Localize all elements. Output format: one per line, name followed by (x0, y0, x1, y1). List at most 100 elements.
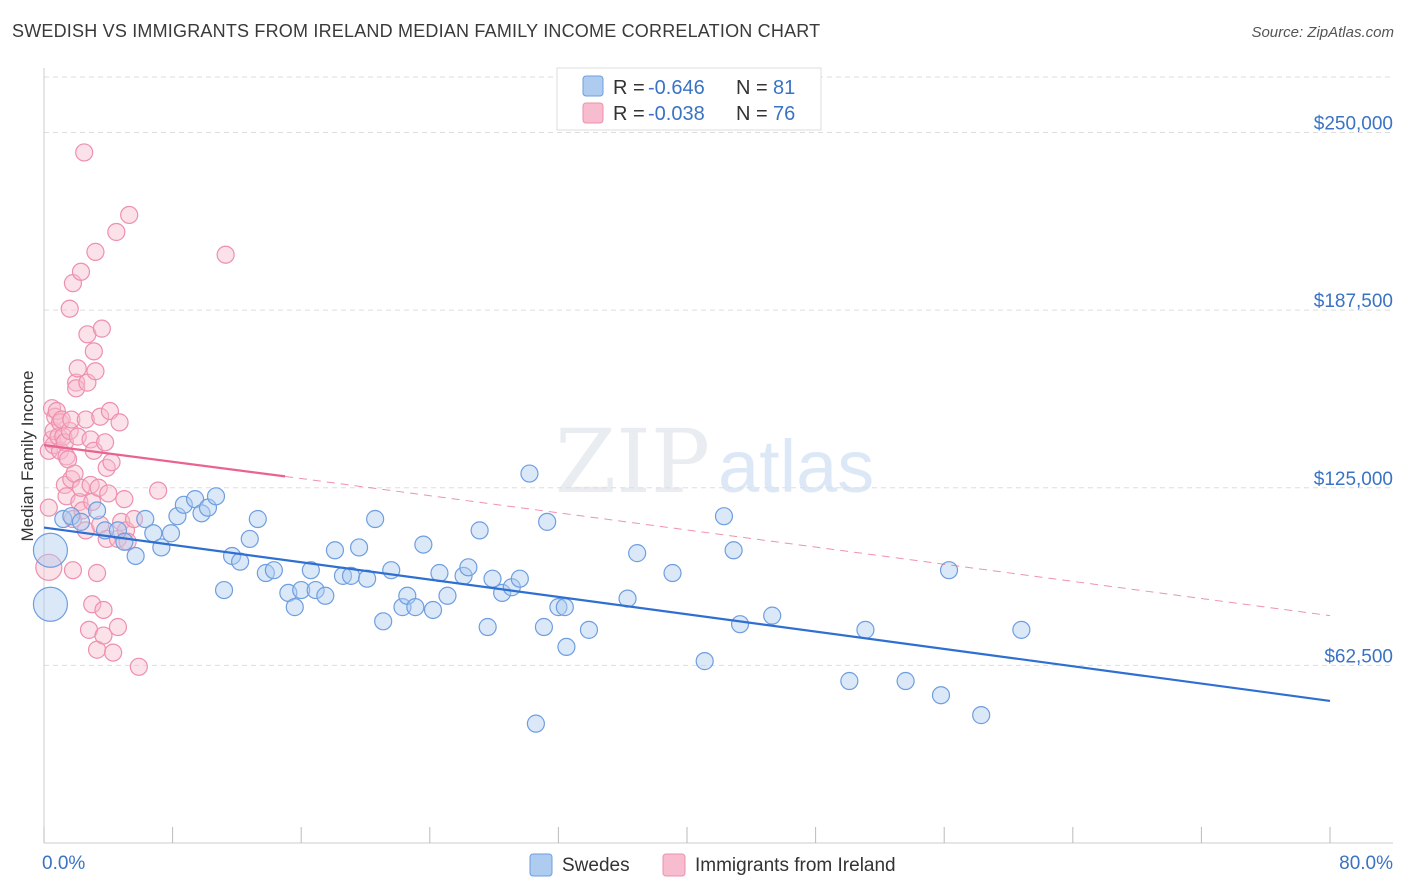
ireland-point (216, 245, 235, 264)
swedes-point (856, 620, 875, 639)
swedes-point (470, 521, 489, 540)
swedes-point (972, 706, 991, 725)
swedes-point (316, 586, 335, 605)
swedes-point (136, 509, 155, 529)
swedes-point (62, 507, 81, 526)
legend-swatch-swedes (582, 75, 604, 97)
swedes-point (714, 507, 734, 526)
swedes-point (663, 563, 682, 583)
swedes-point (285, 598, 304, 617)
ireland-point (39, 498, 58, 517)
ireland-point (115, 490, 134, 509)
gridlines (44, 76, 1393, 666)
swedes-point (414, 535, 433, 554)
ireland-point (87, 563, 107, 583)
ireland-point (75, 143, 94, 162)
ireland-point (62, 410, 81, 429)
ireland-point (83, 595, 102, 614)
ireland-point (108, 617, 128, 637)
ireland-point (86, 362, 105, 381)
swedes-point (1012, 620, 1031, 639)
legend-r-value-ireland: -0.038 (648, 103, 705, 125)
ireland-point (94, 600, 113, 620)
watermark-atlas: atlas (718, 425, 874, 508)
swedes-point (730, 615, 750, 634)
swedes-point (126, 546, 145, 566)
swedes-point (520, 464, 539, 483)
ireland-point (129, 657, 148, 676)
legend-r-value-swedes: -0.646 (648, 77, 705, 99)
series-ireland-points (35, 143, 235, 676)
swedes-point (366, 509, 385, 529)
legend-n-value-swedes: 81 (773, 77, 795, 99)
ireland-point (86, 242, 105, 261)
swedes-point (840, 671, 859, 691)
swedes-point (108, 521, 128, 540)
swedes-trend-line (43, 526, 1331, 702)
ireland-trend-line (43, 444, 286, 478)
series-swedes-points (32, 464, 1031, 733)
swedes-point (555, 598, 574, 617)
swedes-point (32, 586, 69, 622)
ireland-point (60, 299, 79, 318)
swedes-point (349, 538, 369, 557)
chart-title: SWEDISH VS IMMIGRANTS FROM IRELAND MEDIA… (12, 21, 821, 41)
swedes-point (325, 541, 345, 560)
swedes-point (168, 507, 187, 526)
ireland-point (104, 643, 123, 662)
swedes-point (478, 617, 497, 637)
swedes-point (393, 598, 412, 617)
bottom-legend: Swedes Immigrants from Ireland (529, 853, 896, 877)
bottom-legend-swatch-swedes (529, 853, 553, 877)
swedes-point (87, 501, 107, 520)
swedes-point (459, 558, 478, 577)
legend-n-label: N = (736, 103, 768, 125)
x-tick-label-min: 0.0% (42, 853, 85, 874)
swedes-point (374, 612, 393, 631)
swedes-point (763, 606, 782, 625)
y-tick-label: $187,500 (1314, 291, 1393, 312)
swedes-point (301, 561, 320, 580)
ireland-point (120, 205, 139, 225)
swedes-point (896, 671, 915, 691)
swedes-point (549, 598, 568, 617)
swedes-point (248, 509, 267, 529)
swedes-point (406, 598, 425, 617)
watermark-zip: ZIP (555, 410, 710, 513)
swedes-point (32, 532, 69, 568)
ireland-trend-extension (285, 475, 1331, 617)
swedes-point (931, 686, 951, 705)
swedes-point (438, 586, 457, 605)
swedes-point (214, 580, 234, 600)
y-tick-labels: $62,500 $125,000 $187,500 $250,000 (1314, 114, 1393, 668)
swedes-point (161, 524, 181, 543)
swedes-point (579, 620, 599, 639)
swedes-point (628, 544, 647, 563)
bottom-legend-swatch-ireland (662, 853, 686, 877)
ireland-point (94, 626, 113, 645)
source-label: Source: ZipAtlas.com (1251, 24, 1394, 41)
y-tick-label: $250,000 (1314, 114, 1393, 135)
trend-lines (43, 444, 1331, 702)
ireland-point (76, 410, 95, 429)
swedes-point (423, 600, 443, 620)
legend-r-label: R = (613, 103, 645, 125)
swedes-point (174, 495, 193, 514)
x-tick-label-max: 80.0% (1339, 853, 1393, 874)
ireland-point (71, 262, 91, 281)
swedes-point (557, 637, 576, 657)
ireland-point (84, 342, 103, 361)
ireland-point (95, 433, 115, 452)
ireland-point (110, 413, 129, 432)
legend-n-value-ireland: 76 (773, 103, 795, 125)
swedes-point (264, 561, 283, 580)
ireland-point (81, 430, 100, 449)
swedes-point (206, 487, 226, 506)
ireland-point (99, 484, 118, 503)
bottom-legend-label-ireland: Immigrants from Ireland (695, 855, 896, 876)
ireland-point (149, 481, 168, 500)
swedes-point (71, 512, 91, 531)
bottom-legend-label-swedes: Swedes (562, 855, 630, 876)
y-axis-title: Median Family Income (18, 370, 37, 541)
